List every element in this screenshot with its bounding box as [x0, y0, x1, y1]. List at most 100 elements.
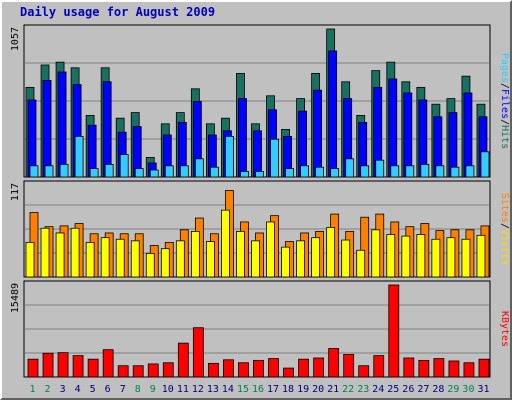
files-bar-26 — [403, 92, 413, 178]
kbytes-bar-1 — [27, 358, 39, 378]
sites-bar-25 — [386, 234, 396, 278]
sites-bar-11 — [175, 240, 185, 278]
pages-bar-12 — [194, 158, 204, 178]
legend-entry: Visits — [499, 229, 510, 265]
pages-bar-3 — [59, 163, 69, 178]
kbytes-bar-18 — [283, 367, 294, 378]
sites-bar-29 — [446, 237, 456, 278]
kbytes-bar-23 — [358, 365, 370, 378]
pages-bar-7 — [119, 154, 129, 178]
kbytes-bar-15 — [238, 362, 249, 378]
pages-bar-6 — [104, 163, 114, 178]
x-tick-label-7: 7 — [120, 384, 126, 395]
pages-bar-30 — [465, 165, 475, 178]
pages-bar-16 — [255, 170, 264, 178]
files-bar-6 — [102, 81, 112, 178]
kbytes-bar-5 — [87, 358, 99, 378]
files-bar-21 — [328, 50, 338, 178]
x-tick-label-10: 10 — [162, 384, 174, 395]
legend-entry: Files — [499, 89, 510, 119]
x-tick-label-11: 11 — [177, 384, 189, 395]
kbytes-bar-2 — [42, 352, 54, 378]
chart-title: Daily usage for August 2009 — [20, 5, 215, 19]
x-tick-label-4: 4 — [75, 384, 81, 395]
x-tick-label-22: 22 — [342, 384, 354, 395]
sites-bar-27 — [416, 234, 426, 278]
y-max-label-1: 1057 — [10, 27, 21, 51]
legend-1: Pages/Files/Hits — [499, 53, 510, 149]
files-bar-16 — [253, 130, 262, 178]
kbytes-bar-6 — [102, 349, 114, 378]
legend-entry: / — [499, 223, 510, 229]
sites-bar-2 — [40, 227, 50, 278]
legend-entry: / — [499, 119, 510, 125]
pages-bar-26 — [405, 165, 415, 178]
legend-entry: Hits — [499, 125, 510, 149]
pages-bar-29 — [450, 166, 460, 178]
kbytes-bar-22 — [343, 354, 355, 378]
pages-bar-13 — [209, 166, 219, 178]
pages-bar-25 — [390, 165, 400, 178]
pages-bar-31 — [480, 151, 490, 178]
x-tick-label-23: 23 — [357, 384, 369, 395]
x-tick-label-17: 17 — [267, 384, 279, 395]
x-tick-label-28: 28 — [432, 384, 444, 395]
x-tick-label-16: 16 — [252, 384, 264, 395]
legend-entry: Sites — [499, 193, 510, 223]
x-tick-label-6: 6 — [105, 384, 111, 395]
x-tick-label-24: 24 — [372, 384, 384, 395]
sites-bar-8 — [130, 240, 140, 278]
pages-bar-1 — [29, 165, 39, 178]
legend-entry: / — [499, 83, 510, 89]
pages-bar-11 — [179, 165, 189, 178]
sites-bar-12 — [190, 230, 200, 278]
x-tick-label-30: 30 — [462, 384, 474, 395]
y-max-label-2: 117 — [10, 183, 21, 201]
sites-bar-21 — [326, 227, 336, 278]
kbytes-bar-29 — [448, 360, 460, 378]
kbytes-bar-21 — [328, 348, 340, 378]
sites-bar-9 — [145, 253, 155, 278]
sites-bar-17 — [266, 221, 275, 278]
kbytes-bar-11 — [177, 342, 189, 378]
pages-bar-15 — [240, 170, 249, 178]
kbytes-bar-8 — [132, 365, 144, 378]
kbytes-bar-13 — [207, 362, 219, 378]
sites-bar-15 — [236, 230, 245, 278]
legend-2: Sites/Visits — [499, 193, 510, 265]
sites-bar-14 — [221, 209, 230, 278]
sites-bar-20 — [311, 237, 321, 278]
kbytes-bar-20 — [313, 357, 325, 378]
sites-bar-4 — [70, 227, 80, 278]
sites-bar-24 — [371, 229, 381, 278]
pages-bar-10 — [164, 165, 174, 178]
pages-bar-14 — [225, 135, 234, 178]
x-tick-label-12: 12 — [192, 384, 204, 395]
kbytes-bar-4 — [72, 355, 84, 378]
x-tick-label-1: 1 — [30, 384, 36, 395]
pages-bar-5 — [89, 168, 99, 178]
sites-bar-10 — [160, 248, 170, 278]
pages-bar-27 — [420, 163, 430, 178]
sites-bar-31 — [476, 234, 486, 278]
sites-bar-6 — [100, 237, 110, 278]
x-tick-label-27: 27 — [417, 384, 429, 395]
kbytes-bar-9 — [147, 363, 159, 378]
x-tick-label-21: 21 — [327, 384, 339, 395]
x-tick-label-25: 25 — [387, 384, 399, 395]
kbytes-bar-31 — [478, 358, 490, 378]
kbytes-bar-25 — [388, 284, 400, 378]
kbytes-bar-28 — [433, 358, 445, 378]
x-tick-label-19: 19 — [297, 384, 309, 395]
files-bar-15 — [238, 98, 247, 178]
kbytes-bar-14 — [223, 359, 234, 378]
kbytes-bar-19 — [298, 358, 309, 378]
legend-entry: Pages — [499, 53, 510, 83]
pages-bar-4 — [74, 135, 84, 178]
sites-bar-16 — [251, 240, 260, 278]
x-tick-label-15: 15 — [237, 384, 249, 395]
sites-bar-18 — [281, 246, 290, 278]
x-tick-label-13: 13 — [207, 384, 219, 395]
x-tick-label-9: 9 — [150, 384, 156, 395]
